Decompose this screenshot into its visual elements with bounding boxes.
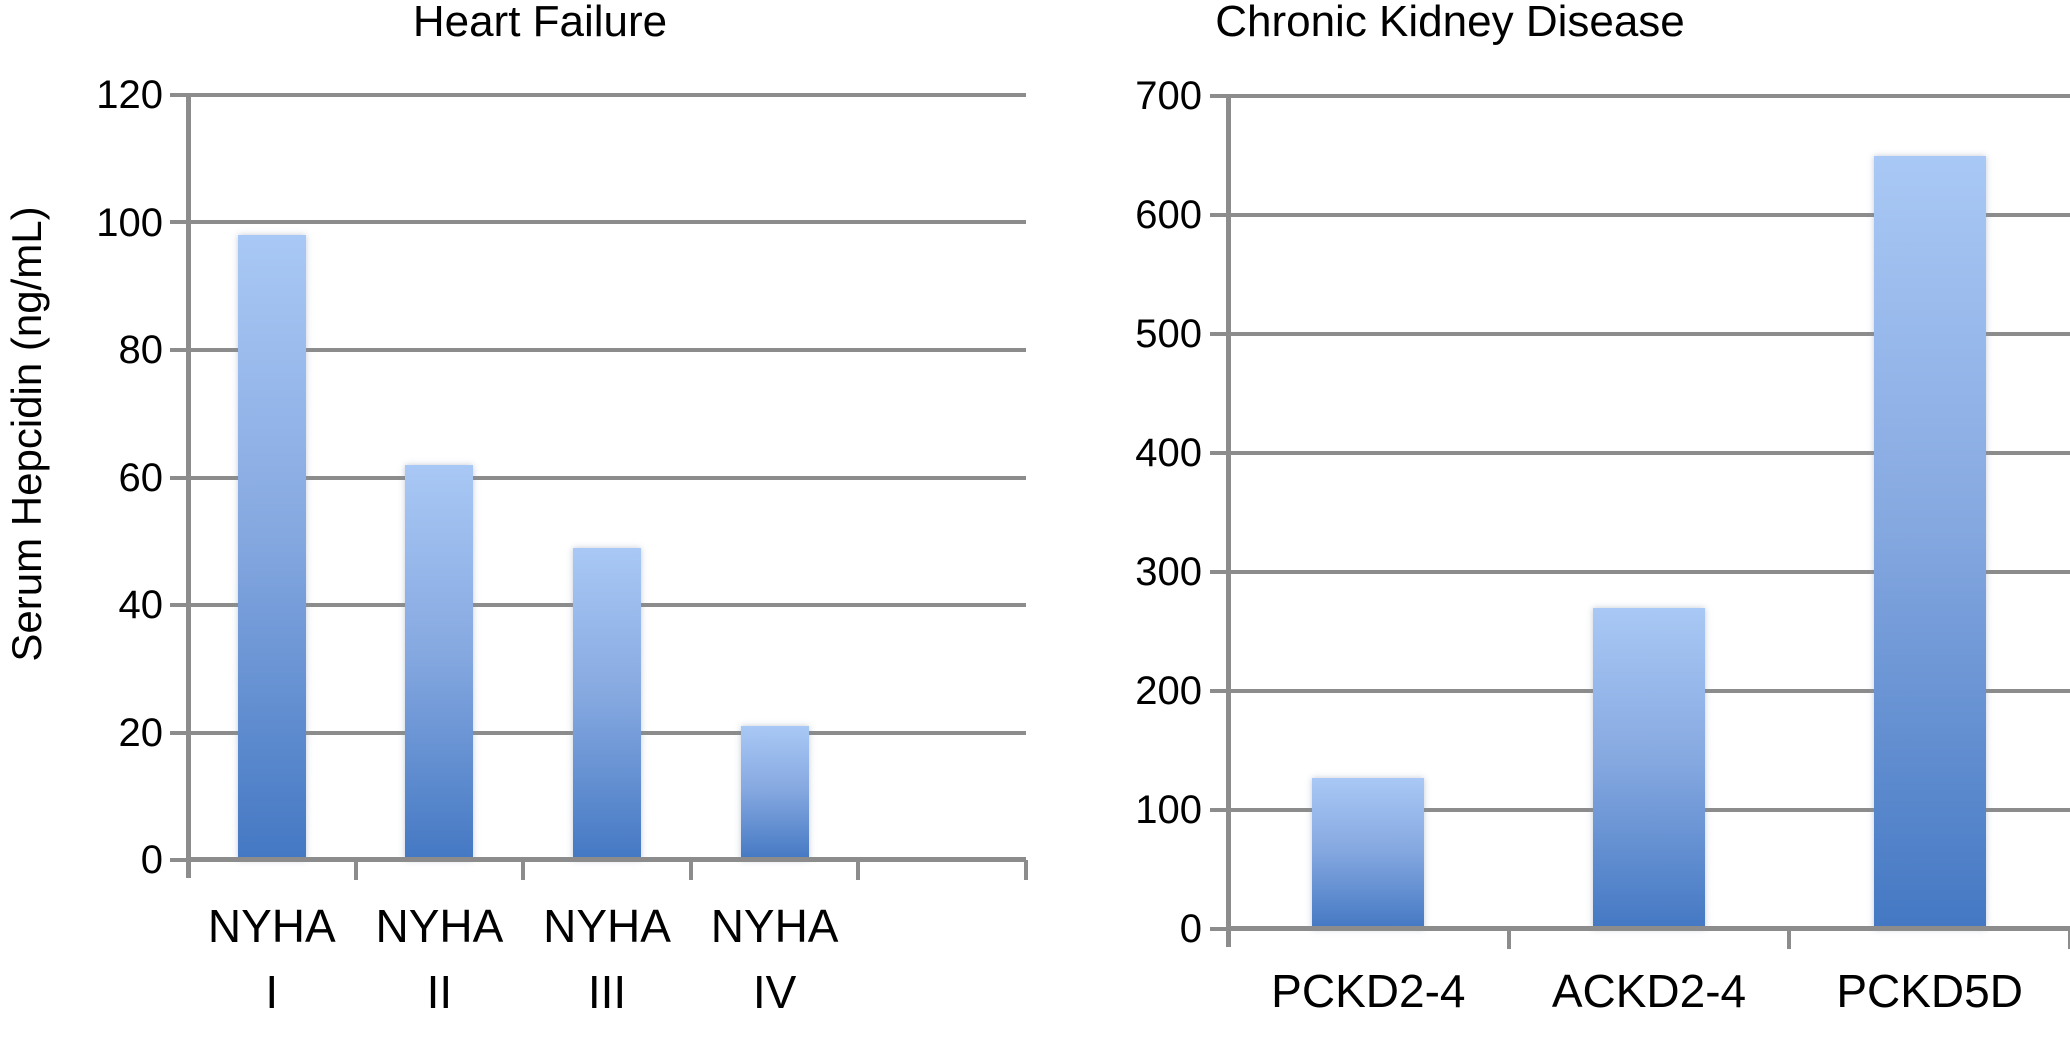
y-tick-mark — [1210, 451, 1228, 455]
y-tick-label: 100 — [96, 200, 163, 245]
bar-pckd2-4 — [1312, 777, 1425, 929]
x-tick-mark — [1506, 929, 1511, 949]
plot-area — [170, 93, 1028, 880]
y-tick-label: 0 — [1179, 907, 1202, 951]
y-tick-mark — [170, 858, 188, 862]
x-tick-mark — [856, 860, 861, 880]
x-category-labels: NYHA I NYHA II NYHA III NYHA IV — [188, 893, 1026, 1038]
x-axis-line — [188, 857, 1026, 862]
gridline — [1228, 212, 2070, 217]
gridline — [188, 220, 1026, 225]
y-tick-mark — [170, 730, 188, 735]
category-label: NYHA IV — [711, 893, 839, 1025]
y-tick-mark — [1210, 94, 1228, 98]
y-tick-label: 80 — [118, 328, 164, 372]
gridline — [188, 93, 1026, 97]
category-label-line: NYHA — [207, 900, 336, 952]
y-tick-labels: 0 100 200 300 400 500 600 700 — [1042, 76, 1202, 949]
bar-nyha-i — [237, 235, 306, 860]
bar-nyha-ii — [405, 464, 474, 860]
category-label-line: I — [265, 966, 279, 1018]
x-tick-mark — [521, 860, 526, 880]
gridline — [188, 347, 1026, 352]
gridline — [188, 475, 1026, 480]
y-tick-label: 120 — [96, 73, 163, 117]
y-tick-mark — [170, 475, 188, 480]
y-tick-mark — [1210, 212, 1228, 217]
y-tick-mark — [170, 602, 188, 607]
y-tick-label: 200 — [1135, 669, 1202, 713]
x-tick-mark — [353, 860, 358, 880]
chart-title-heart-failure: Heart Failure — [412, 0, 668, 46]
y-tick-mark — [170, 220, 188, 225]
category-label-line: III — [587, 966, 627, 1018]
x-tick-mark — [2068, 929, 2070, 949]
gridline — [1228, 569, 2070, 574]
plot-area — [1210, 94, 2070, 949]
y-tick-label: 100 — [1135, 788, 1202, 832]
bar-pckd5d — [1873, 155, 1986, 929]
y-tick-label: 0 — [140, 838, 163, 882]
category-label-line: NYHA — [375, 900, 504, 952]
x-tick-mark — [1024, 860, 1028, 880]
category-label-line: NYHA — [543, 900, 671, 952]
gridline — [1228, 331, 2070, 336]
x-category-labels: PCKD2-4 ACKD2-4 PCKD5D — [1228, 958, 2070, 1038]
y-tick-label: 600 — [1135, 193, 1202, 237]
category-label-line: IV — [752, 966, 797, 1018]
category-label: NYHA III — [543, 893, 671, 1025]
y-axis-line — [1226, 94, 1231, 947]
y-tick-mark — [170, 347, 188, 352]
y-tick-label: 60 — [118, 455, 164, 500]
x-tick-mark — [688, 860, 693, 880]
category-label-line: II — [426, 966, 453, 1018]
y-tick-mark — [1210, 569, 1228, 574]
y-tick-mark — [1210, 689, 1228, 693]
category-label: NYHA I — [208, 893, 336, 1025]
x-axis-line — [1228, 926, 2070, 931]
category-label: ACKD2-4 — [1551, 965, 1747, 1017]
y-tick-mark — [1210, 808, 1228, 812]
category-label: PCKD5D — [1836, 965, 2023, 1017]
gridline — [1228, 451, 2070, 455]
category-label-line: NYHA — [710, 900, 839, 952]
y-tick-mark — [170, 93, 188, 97]
y-tick-label: 40 — [118, 583, 164, 627]
category-label: PCKD2-4 — [1271, 965, 1466, 1017]
category-label: NYHA II — [375, 893, 503, 1025]
y-tick-mark — [1210, 927, 1228, 931]
y-tick-label: 300 — [1135, 550, 1202, 594]
bar-nyha-iv — [740, 726, 809, 860]
x-tick-mark — [1787, 929, 1792, 949]
y-tick-label: 400 — [1135, 431, 1202, 475]
gridline — [1228, 94, 2070, 98]
y-tick-label: 500 — [1135, 312, 1202, 356]
y-tick-label: 20 — [118, 710, 164, 755]
y-tick-mark — [1210, 331, 1228, 336]
chart-title-chronic-kidney-disease: Chronic Kidney Disease — [1215, 0, 1685, 46]
y-tick-label: 700 — [1135, 74, 1202, 118]
y-axis-line — [186, 93, 191, 878]
y-tick-labels: 0 20 40 60 80 100 120 — [3, 75, 164, 880]
bar-ackd2-4 — [1593, 607, 1705, 929]
bar-nyha-iii — [573, 547, 641, 860]
